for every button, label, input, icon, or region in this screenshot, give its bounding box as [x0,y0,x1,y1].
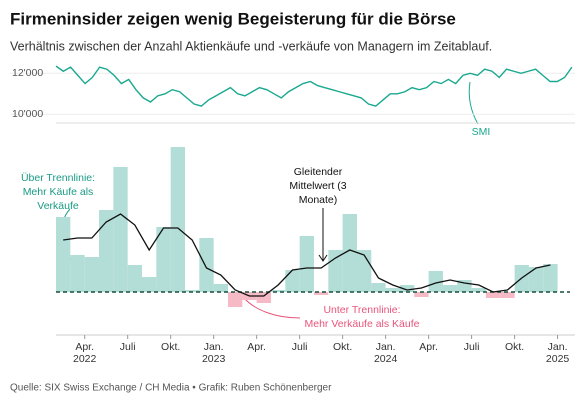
x-tick-label: Jan. [548,341,568,353]
bar [227,292,243,307]
x-tick-label: Juli [292,341,308,353]
bar [199,238,214,292]
bar [270,290,286,292]
bar [156,227,171,292]
source: Quelle: SIX Swiss Exchange / CH Media • … [10,383,332,394]
annotation: Mehr Käufe als [23,186,94,198]
bar [428,271,443,292]
bar [442,285,458,292]
bar [356,250,372,292]
arrow-head [318,254,328,262]
bar [113,167,128,292]
x-tick-label: Okt. [333,341,352,353]
bar [313,292,329,295]
x-year-label: 2024 [374,353,398,365]
x-year-label: 2022 [73,353,97,365]
bar [528,267,544,292]
annotation: Gleitender [294,166,343,178]
moving-average-line [63,213,551,297]
x-tick-label: Jan. [376,341,396,353]
x-tick-label: Apr. [419,341,438,353]
annotation: Unter Trennlinie: [323,304,400,316]
bar [342,214,357,292]
bar [70,255,85,292]
chart-title: Firmeninsider zeigen wenig Begeisterung … [10,9,456,28]
bar [328,250,343,292]
bar [543,264,558,292]
bar [256,292,271,303]
x-tick-label: Juli [464,341,480,353]
bar [185,290,200,292]
bar [299,236,314,292]
x-tick-label: Apr. [75,341,94,353]
x-tick-label: Okt. [161,341,180,353]
x-tick-label: Juli [120,341,136,353]
subtitle: Verhältnis zwischen der Anzahl Aktienkäu… [10,39,492,53]
bar [371,283,386,292]
y-tick-label: 10'000 [12,108,43,120]
bar [285,270,300,292]
bar [399,285,415,292]
bar [485,292,501,298]
x-tick-label: Okt. [505,341,524,353]
annotation-arrow [243,297,301,319]
annotation: Mehr Verkäufe als Käufe [305,318,420,330]
annotation: Verkäufe [37,200,79,212]
y-tick-label: 12'000 [12,67,43,79]
bar [414,292,429,297]
smi-line [55,65,573,107]
series-label: SMI [472,126,491,138]
x-year-label: 2023 [202,353,226,365]
annotation: Monate) [299,194,338,206]
x-year-label: 2025 [546,353,570,365]
bar [170,147,185,292]
bar [142,277,157,292]
x-tick-label: Apr. [247,341,266,353]
bar [471,288,486,292]
bar [500,292,515,298]
bar [385,288,400,292]
annotation-arrow [468,81,479,125]
bar [127,265,143,292]
bar [56,217,71,292]
annotation: Mittelwert (3 [289,180,346,192]
bar [84,257,100,292]
annotation: Über Trennlinie: [21,172,95,184]
bar [99,210,114,292]
x-tick-label: Jan. [204,341,224,353]
bar [213,284,228,292]
